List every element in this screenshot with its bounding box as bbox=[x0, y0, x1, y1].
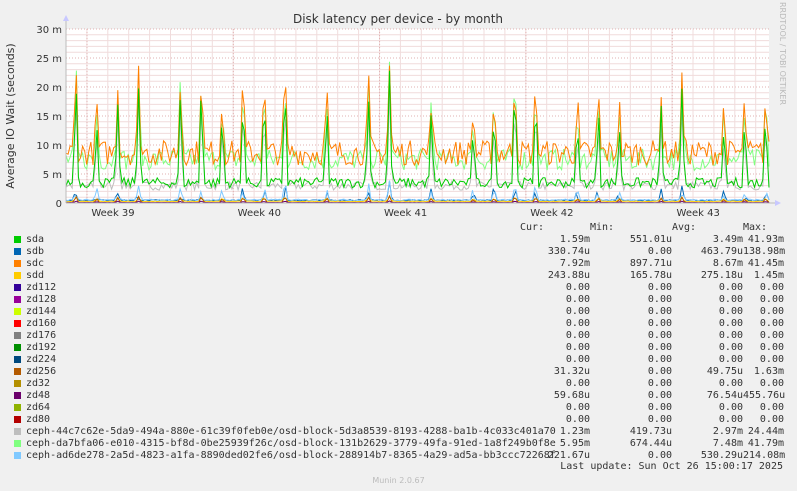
x-tick-label: Week 42 bbox=[530, 208, 573, 219]
x-axis-arrow bbox=[775, 200, 781, 206]
y-tick-label: 20 m bbox=[36, 83, 62, 94]
series-line-sdd bbox=[65, 195, 770, 203]
y-tick-label: 10 m bbox=[36, 141, 62, 152]
y-axis-arrow bbox=[63, 15, 69, 21]
series-line-sdc bbox=[65, 65, 770, 167]
y-tick-label: 15 m bbox=[36, 112, 62, 123]
y-axis-label: Average IO Wait (seconds) bbox=[4, 43, 17, 188]
y-tick-label: 0 bbox=[56, 199, 62, 210]
y-tick-label: 30 m bbox=[36, 25, 62, 36]
y-tick-label: 5 m bbox=[43, 170, 62, 181]
x-tick-label: Week 43 bbox=[677, 208, 720, 219]
rrdtool-credit: RRDTOOL / TOBI OETIKER bbox=[778, 2, 787, 106]
x-tick-label: Week 40 bbox=[238, 208, 281, 219]
chart-title: Disk latency per device - by month bbox=[293, 12, 503, 26]
series-line-ceph-ad6de27 bbox=[65, 180, 770, 202]
munin-version: Munin 2.0.67 bbox=[372, 476, 425, 485]
series-line-sda bbox=[65, 70, 770, 190]
x-tick-label: Week 41 bbox=[384, 208, 427, 219]
x-tick-label: Week 39 bbox=[91, 208, 134, 219]
y-tick-label: 25 m bbox=[36, 54, 62, 65]
axes: 0 5 m 10 m 15 m 20 m 25 m 30 m Week 39 Week 40 We… bbox=[36, 15, 781, 219]
